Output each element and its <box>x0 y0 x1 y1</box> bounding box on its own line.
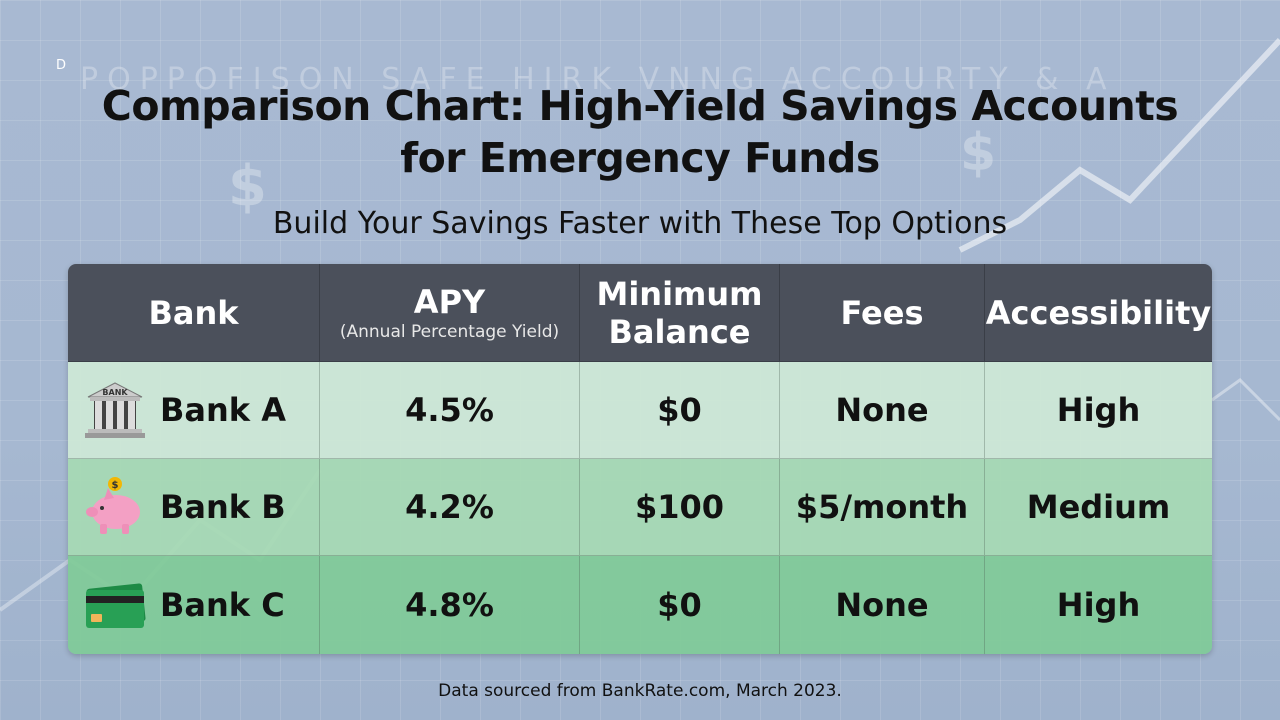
bank-name: Bank B <box>160 488 286 526</box>
svg-text:$: $ <box>960 123 996 183</box>
cell-accessibility: High <box>985 362 1212 459</box>
cell-apy: 4.5% <box>320 362 580 459</box>
bank-name: Bank C <box>160 586 285 624</box>
header-label: Accessibility <box>985 293 1212 332</box>
header-label: APY <box>413 282 486 321</box>
header-accessibility: Accessibility <box>985 264 1212 362</box>
bank-building-icon: BANK <box>82 377 148 443</box>
title-line-2: for Emergency Funds <box>400 134 880 182</box>
corner-mark: D <box>56 58 67 73</box>
cell-fees: $5/month <box>780 459 985 556</box>
cell-min-balance: $0 <box>580 556 780 654</box>
cell-bank: Bank C <box>68 556 320 654</box>
svg-text:BANK: BANK <box>102 388 128 397</box>
header-apy: APY (Annual Percentage Yield) <box>320 264 580 362</box>
cell-fees: None <box>780 556 985 654</box>
cell-bank: BANK Bank A <box>68 362 320 459</box>
page-title: Comparison Chart: High-Yield Savings Acc… <box>0 80 1280 184</box>
svg-text:$: $ <box>228 154 267 219</box>
cell-apy: 4.8% <box>320 556 580 654</box>
comparison-table: Bank APY (Annual Percentage Yield) Minimu… <box>68 264 1212 654</box>
cell-min-balance: $100 <box>580 459 780 556</box>
cell-apy: 4.2% <box>320 459 580 556</box>
svg-text:$: $ <box>112 480 119 491</box>
bank-name: Bank A <box>160 391 286 429</box>
cell-fees: None <box>780 362 985 459</box>
header-label: Fees <box>840 293 924 332</box>
header-sublabel: (Annual Percentage Yield) <box>339 321 560 342</box>
header-bank: Bank <box>68 264 320 362</box>
piggy-bank-icon: $ <box>82 474 148 540</box>
cell-accessibility: Medium <box>985 459 1212 556</box>
source-footnote: Data sourced from BankRate.com, March 20… <box>438 681 842 701</box>
title-line-1: Comparison Chart: High-Yield Savings Acc… <box>101 82 1179 130</box>
header-fees: Fees <box>780 264 985 362</box>
background-watermark: POPPOFISON SAFE HIRK VNNG ACCOURTY & A <box>80 62 1116 97</box>
cell-bank: $ Bank B <box>68 459 320 556</box>
credit-card-icon <box>82 572 148 638</box>
subtitle: Build Your Savings Faster with These Top… <box>272 206 1008 241</box>
header-label: Minimum Balance <box>596 274 763 351</box>
header-minimum-balance: Minimum Balance <box>580 264 780 362</box>
cell-accessibility: High <box>985 556 1212 654</box>
header-label: Bank <box>148 293 239 332</box>
cell-min-balance: $0 <box>580 362 780 459</box>
